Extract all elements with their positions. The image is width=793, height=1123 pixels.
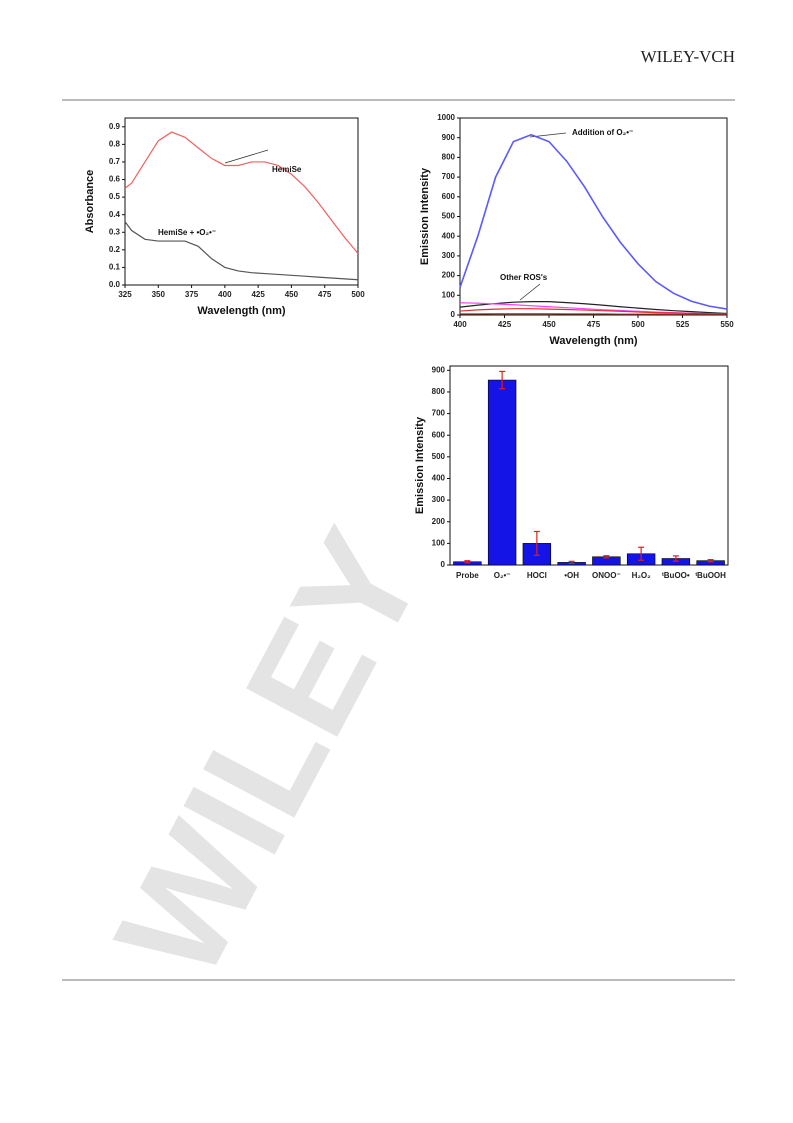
x-tick-label: ᵗBuOOH	[695, 571, 726, 580]
annotation: Other ROS's	[500, 273, 548, 282]
data-line	[460, 313, 727, 316]
data-line	[459, 133, 728, 310]
error-bar	[464, 560, 471, 564]
y-tick-label: 0.5	[109, 192, 121, 201]
y-tick-label: 900	[432, 365, 446, 374]
y-tick-label: 500	[442, 212, 456, 221]
y-tick-label: 600	[442, 192, 456, 201]
y-tick-label: 0.0	[109, 280, 121, 289]
data-line	[124, 131, 359, 254]
x-tick-label: 450	[285, 290, 299, 299]
plot-frame	[459, 117, 728, 316]
watermark: WILEY	[83, 505, 454, 1003]
error-bar	[499, 370, 506, 390]
x-axis-label: Wavelength (nm)	[197, 305, 286, 317]
y-tick-label: 800	[442, 153, 456, 162]
y-tick-label: 1000	[437, 113, 455, 122]
series-label: HemiSe + •O₂•⁻	[158, 228, 216, 237]
x-tick-label: 425	[251, 290, 265, 299]
y-tick-label: 900	[442, 133, 456, 142]
y-tick-label: 0	[441, 560, 446, 569]
x-tick-label: 475	[587, 320, 601, 329]
x-tick-label: 375	[185, 290, 199, 299]
publisher: WILEY-VCH	[641, 47, 735, 66]
plot-frame	[124, 117, 359, 286]
y-tick-label: 800	[432, 387, 446, 396]
y-tick-label: 300	[442, 251, 456, 260]
y-tick-label: 600	[432, 430, 446, 439]
y-tick-label: 0.8	[109, 139, 121, 148]
x-tick-label: 325	[118, 290, 132, 299]
series-label: HemiSe	[272, 165, 302, 174]
x-tick-label: O₂•⁻	[494, 571, 511, 580]
error-bar	[603, 555, 610, 559]
y-axis-label: Emission Intensity	[419, 167, 431, 265]
y-tick-label: 0.4	[109, 210, 121, 219]
data-line	[459, 308, 728, 315]
y-tick-label: 100	[442, 290, 456, 299]
x-tick-label: •OH	[564, 571, 579, 580]
x-tick-label: 400	[218, 290, 232, 299]
y-tick-label: 0.7	[109, 157, 121, 166]
y-tick-label: 200	[442, 271, 456, 280]
x-tick-label: 400	[453, 320, 467, 329]
y-axis-label: Absorbance	[84, 170, 96, 234]
x-axis-label: Wavelength (nm)	[549, 335, 638, 347]
x-tick-label: 350	[152, 290, 166, 299]
x-tick-label: 450	[542, 320, 556, 329]
data-line	[459, 301, 728, 315]
error-bar	[533, 530, 540, 556]
y-tick-label: 400	[432, 474, 446, 483]
x-tick-label: 425	[498, 320, 512, 329]
data-line	[124, 221, 359, 281]
plot-frame	[449, 365, 729, 566]
bar	[487, 379, 517, 566]
y-tick-label: 700	[432, 409, 446, 418]
x-tick-label: Probe	[456, 571, 479, 580]
y-tick-label: 0	[451, 310, 456, 319]
error-bar	[568, 560, 575, 565]
y-tick-label: 700	[442, 172, 456, 181]
arrow	[224, 149, 269, 164]
y-tick-label: 300	[432, 495, 446, 504]
x-tick-label: 500	[351, 290, 365, 299]
y-tick-label: 0.3	[109, 227, 121, 236]
x-tick-label: 475	[318, 290, 332, 299]
error-bar	[672, 555, 679, 562]
x-tick-label: HOCl	[527, 571, 547, 580]
x-tick-label: 550	[720, 320, 734, 329]
y-axis-label: Emission Intensity	[414, 416, 426, 514]
error-bar	[707, 558, 714, 563]
y-tick-label: 100	[432, 538, 446, 547]
error-bar	[638, 546, 645, 561]
x-tick-label: ONOO⁻	[592, 571, 621, 580]
y-tick-label: 0.6	[109, 175, 121, 184]
x-tick-label: H₂O₂	[632, 571, 652, 580]
y-tick-label: 500	[432, 452, 446, 461]
y-tick-label: 0.9	[109, 122, 121, 131]
x-tick-label: 500	[631, 320, 645, 329]
y-tick-label: 400	[442, 231, 456, 240]
annotation: Addition of O₂•⁻	[572, 128, 633, 137]
y-tick-label: 0.1	[109, 263, 121, 272]
arrow	[519, 283, 541, 301]
y-tick-label: 0.2	[109, 245, 121, 254]
x-tick-label: ᵗBuOO•	[662, 571, 690, 580]
y-tick-label: 200	[432, 517, 446, 526]
x-tick-label: 525	[676, 320, 690, 329]
